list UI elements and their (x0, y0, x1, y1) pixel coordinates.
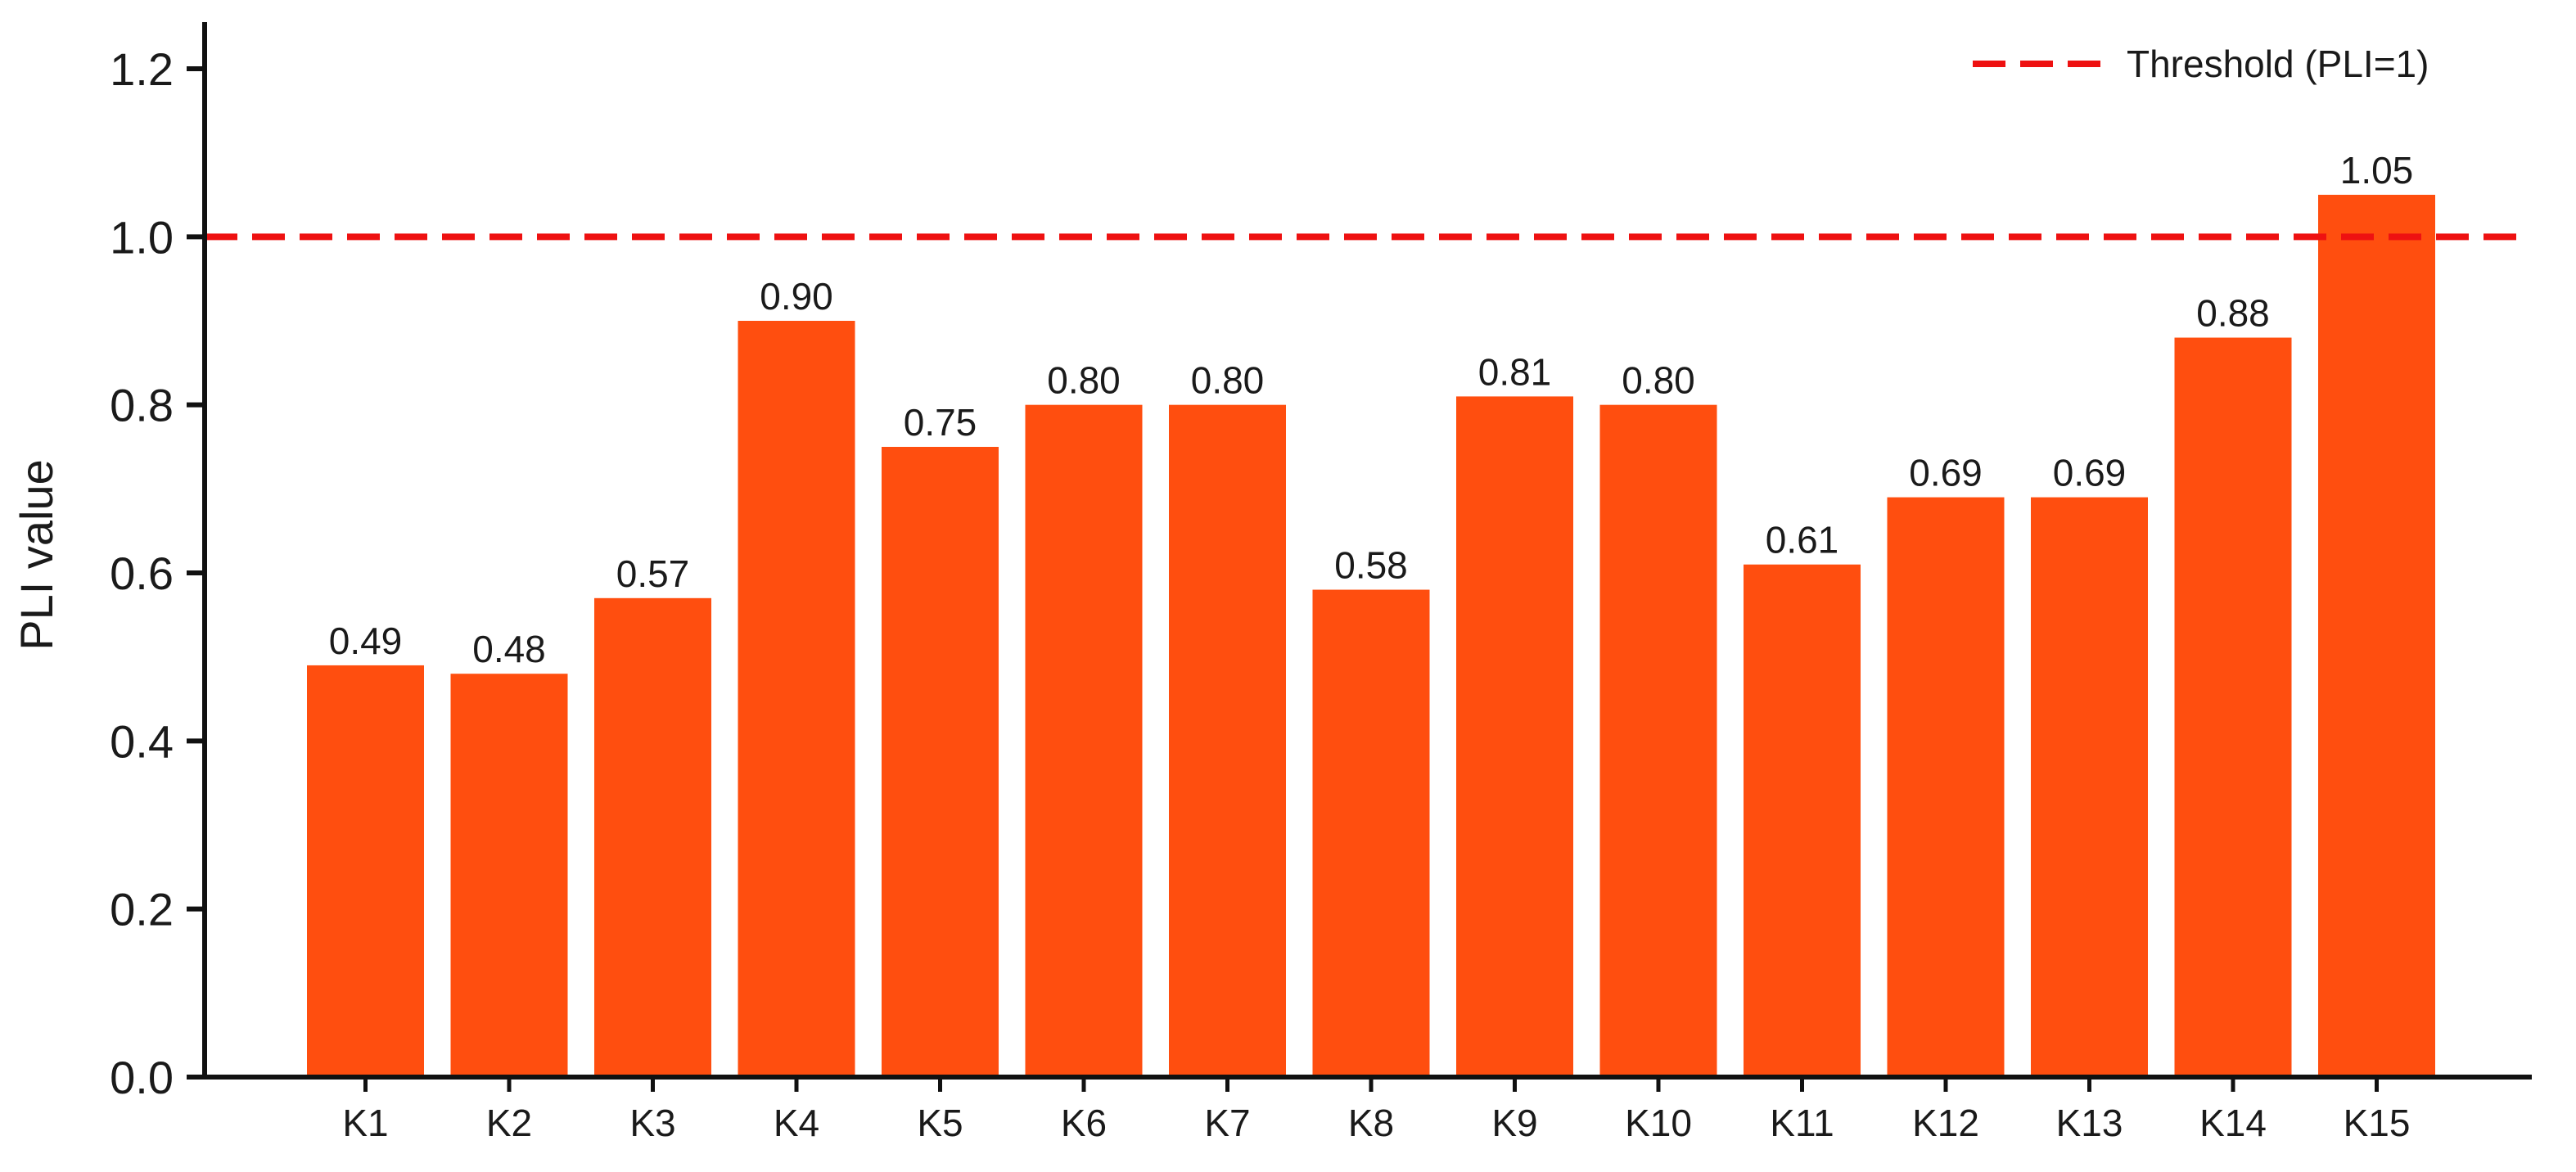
y-tick-label: 0.8 (110, 380, 174, 431)
bar-value-label: 0.90 (760, 275, 833, 318)
bar-k12 (1887, 497, 2005, 1077)
bar-k7 (1169, 404, 1286, 1078)
x-tick-label: K13 (2056, 1102, 2123, 1144)
legend: Threshold (PLI=1) (1973, 43, 2429, 85)
bar-k9 (1456, 396, 1573, 1077)
x-tick-label: K12 (1912, 1102, 1979, 1144)
x-tick-label: K2 (486, 1102, 532, 1144)
y-tick-label: 0.6 (110, 548, 174, 599)
bar-value-label: 0.57 (616, 552, 690, 595)
bar-value-label: 0.80 (1622, 359, 1695, 402)
x-tick-label: K8 (1348, 1102, 1394, 1144)
bar-k11 (1744, 564, 1861, 1077)
y-axis-title: PLI value (11, 459, 62, 651)
y-tick-label: 0.4 (110, 715, 174, 767)
x-tick-group: K1 K2 K3 K4 K5 K6 K7 K8 K9 K10 K11 K12 K13 K14 K15 (342, 1077, 2410, 1144)
x-tick-label: K11 (1770, 1102, 1834, 1144)
bar-k14 (2174, 337, 2292, 1077)
bar-value-label: 0.81 (1478, 350, 1552, 393)
x-tick-label: K5 (917, 1102, 963, 1144)
y-tick-group: 0.0 0.2 0.4 0.6 0.8 1.0 1.2 (110, 43, 205, 1103)
bar-k6 (1025, 404, 1143, 1078)
x-tick-label: K4 (774, 1102, 819, 1144)
bar-k1 (307, 665, 424, 1077)
bar-k4 (738, 321, 855, 1077)
bar-value-label: 0.61 (1766, 519, 1839, 561)
bar-k15 (2318, 195, 2435, 1077)
y-tick-label: 1.0 (110, 211, 174, 263)
bar-k10 (1599, 404, 1717, 1078)
x-tick-label: K6 (1061, 1102, 1107, 1144)
bar-value-label: 0.58 (1334, 544, 1408, 587)
x-tick-label: K10 (1625, 1102, 1692, 1144)
x-tick-label: K7 (1204, 1102, 1250, 1144)
bar-k3 (594, 597, 711, 1077)
bar-value-label: 0.69 (1909, 452, 1983, 494)
x-tick-label: K3 (629, 1102, 675, 1144)
bar-value-label: 0.75 (904, 401, 977, 444)
legend-label: Threshold (PLI=1) (2127, 43, 2429, 85)
bar-value-label: 0.69 (2053, 452, 2127, 494)
x-tick-label: K14 (2199, 1102, 2267, 1144)
y-tick-label: 1.2 (110, 43, 174, 95)
y-tick-label: 0.2 (110, 884, 174, 935)
bar-k13 (2031, 497, 2148, 1077)
bar-group (307, 195, 2435, 1078)
bar-k5 (882, 447, 999, 1077)
bar-value-label: 0.49 (329, 620, 403, 662)
bar-k8 (1312, 589, 1430, 1077)
bar-value-label: 0.80 (1047, 359, 1121, 402)
bar-value-label: 1.05 (2340, 149, 2414, 192)
x-tick-label: K15 (2344, 1102, 2411, 1144)
value-label-group: 0.49 0.48 0.57 0.90 0.75 0.80 0.80 0.58 0.81 0.80… (329, 149, 2414, 670)
x-tick-label: K9 (1491, 1102, 1537, 1144)
bar-value-label: 0.88 (2196, 292, 2270, 335)
bar-k2 (450, 674, 568, 1077)
y-tick-label: 0.0 (110, 1052, 174, 1103)
axes-group (202, 22, 2532, 1080)
bar-value-label: 0.80 (1191, 359, 1265, 402)
bar-value-label: 0.48 (472, 628, 546, 670)
x-tick-label: K1 (342, 1102, 388, 1144)
